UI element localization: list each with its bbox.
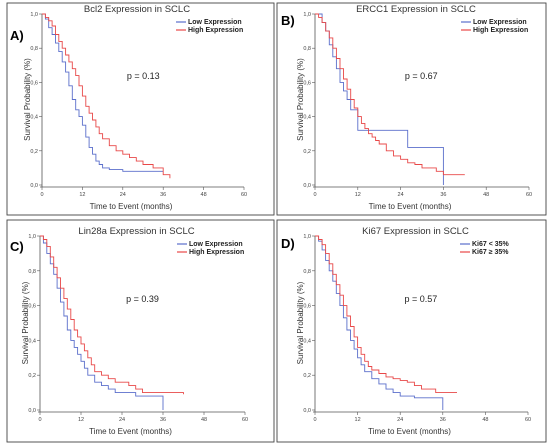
y-tick-label: 0,2 [303, 149, 311, 155]
p-value-label: p = 0.39 [126, 294, 159, 304]
x-tick-label: 48 [482, 417, 488, 423]
legend-entry: Ki67 < 35% [472, 241, 510, 248]
km-curve-series-2 [315, 235, 457, 394]
panel-letter: C) [10, 239, 24, 254]
x-tick-label: 24 [119, 417, 125, 423]
x-tick-label: 60 [525, 417, 531, 423]
km-curve-series-1 [315, 235, 444, 410]
x-tick-label: 36 [440, 192, 446, 198]
x-tick-label: 0 [313, 417, 316, 423]
y-tick-label: 0,6 [303, 304, 311, 310]
chart-panel-4: D) Ki67 Expression in SCLC 0,0 0,2 0,4 0,6 0,8… [276, 219, 547, 443]
y-tick-label: 0,4 [30, 115, 38, 121]
chart-title: Ki67 Expression in SCLC [362, 226, 469, 237]
chart-panel-1: A) Bcl2 Expression in SCLC 0,0 0,2 0,4 0,6 0,8… [6, 2, 275, 216]
x-tick-label: 24 [120, 192, 126, 198]
p-value-label: p = 0.57 [404, 294, 437, 304]
y-tick-label: 0,0 [303, 408, 311, 414]
km-curve-series-1 [40, 235, 164, 410]
y-tick-label: 0,8 [303, 46, 311, 52]
x-tick-label: 0 [313, 192, 316, 198]
x-tick-label: 60 [526, 192, 532, 198]
legend-entry: High Expression [473, 27, 528, 34]
y-tick-label: 0,8 [303, 269, 311, 275]
y-tick-label: 0,4 [303, 338, 311, 344]
chart-panel-3: C) Lin28a Expression in SCLC 0,0 0,2 0,4 0,6 0… [6, 219, 275, 443]
chart-title: ERCC1 Expression in SCLC [356, 4, 476, 15]
x-tick-label: 12 [79, 192, 85, 198]
y-tick-label: 0,0 [30, 183, 38, 189]
y-tick-label: 0,0 [28, 408, 36, 414]
x-tick-label: 36 [440, 417, 446, 423]
x-tick-label: 48 [201, 417, 207, 423]
panel-frame [6, 2, 275, 216]
x-tick-label: 24 [398, 192, 404, 198]
y-tick-label: 0,8 [28, 269, 36, 275]
legend-entry: High Expression [189, 249, 244, 256]
y-tick-label: 0,4 [303, 115, 311, 121]
y-tick-label: 0,2 [28, 373, 36, 379]
km-curve-series-2 [40, 235, 184, 395]
y-tick-label: 0,0 [303, 183, 311, 189]
x-tick-label: 60 [241, 192, 247, 198]
x-tick-label: 24 [397, 417, 403, 423]
y-axis-label: Survival Probability (%) [23, 58, 32, 141]
y-axis-label: Survival Probability (%) [296, 281, 305, 364]
km-curve-series-2 [315, 13, 465, 176]
y-tick-label: 1,0 [303, 12, 311, 18]
y-tick-label: 0,6 [303, 80, 311, 86]
panel-frame [276, 2, 547, 216]
x-axis-label: Time to Event (months) [90, 202, 173, 211]
y-tick-label: 1,0 [28, 234, 36, 240]
panel-frame [6, 219, 275, 443]
y-tick-label: 0,6 [28, 304, 36, 310]
x-axis-label: Time to Event (months) [89, 427, 172, 436]
x-tick-label: 0 [40, 192, 43, 198]
chart-title: Lin28a Expression in SCLC [78, 226, 194, 237]
x-tick-label: 36 [160, 192, 166, 198]
y-axis-label: Survival Probability (%) [296, 58, 305, 141]
legend-entry: Low Expression [188, 19, 242, 26]
x-tick-label: 36 [160, 417, 166, 423]
x-tick-label: 12 [78, 417, 84, 423]
x-tick-label: 12 [355, 417, 361, 423]
panel-letter: A) [10, 28, 24, 43]
x-tick-label: 48 [483, 192, 489, 198]
legend-entry: Ki67 ≥ 35% [472, 249, 509, 256]
legend-entry: High Expression [188, 27, 243, 34]
km-curve-series-1 [42, 13, 164, 172]
x-tick-label: 48 [201, 192, 207, 198]
legend-entry: Low Expression [473, 19, 527, 26]
x-tick-label: 12 [355, 192, 361, 198]
x-axis-label: Time to Event (months) [368, 427, 451, 436]
y-axis-label: Survival Probability (%) [21, 281, 30, 364]
panel-letter: B) [281, 13, 295, 28]
panel-letter: D) [281, 236, 295, 251]
y-tick-label: 0,8 [30, 46, 38, 52]
legend-entry: Low Expression [189, 241, 243, 248]
km-curve-series-1 [315, 13, 444, 185]
y-tick-label: 1,0 [303, 234, 311, 240]
y-tick-label: 1,0 [30, 12, 38, 18]
p-value-label: p = 0.67 [405, 71, 438, 81]
p-value-label: p = 0.13 [127, 71, 160, 81]
x-tick-label: 60 [242, 417, 248, 423]
x-tick-label: 0 [38, 417, 41, 423]
y-tick-label: 0,4 [28, 338, 36, 344]
y-tick-label: 0,2 [303, 373, 311, 379]
chart-panel-2: B) ERCC1 Expression in SCLC 0,0 0,2 0,4 0,6 0,… [276, 2, 547, 216]
y-tick-label: 0,2 [30, 149, 38, 155]
x-axis-label: Time to Event (months) [369, 202, 452, 211]
km-curve-series-2 [42, 13, 171, 179]
chart-title: Bcl2 Expression in SCLC [84, 4, 190, 15]
y-tick-label: 0,6 [30, 80, 38, 86]
panel-frame [276, 219, 547, 443]
